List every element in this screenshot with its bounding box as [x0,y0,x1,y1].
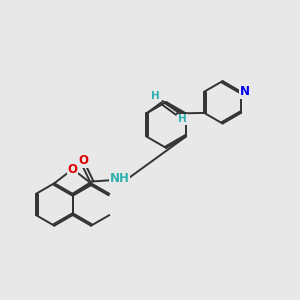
Text: O: O [79,154,88,167]
Text: N: N [239,85,250,98]
Text: H: H [178,114,187,124]
Text: H: H [152,92,160,101]
Text: NH: NH [110,172,129,185]
Text: O: O [68,163,78,176]
